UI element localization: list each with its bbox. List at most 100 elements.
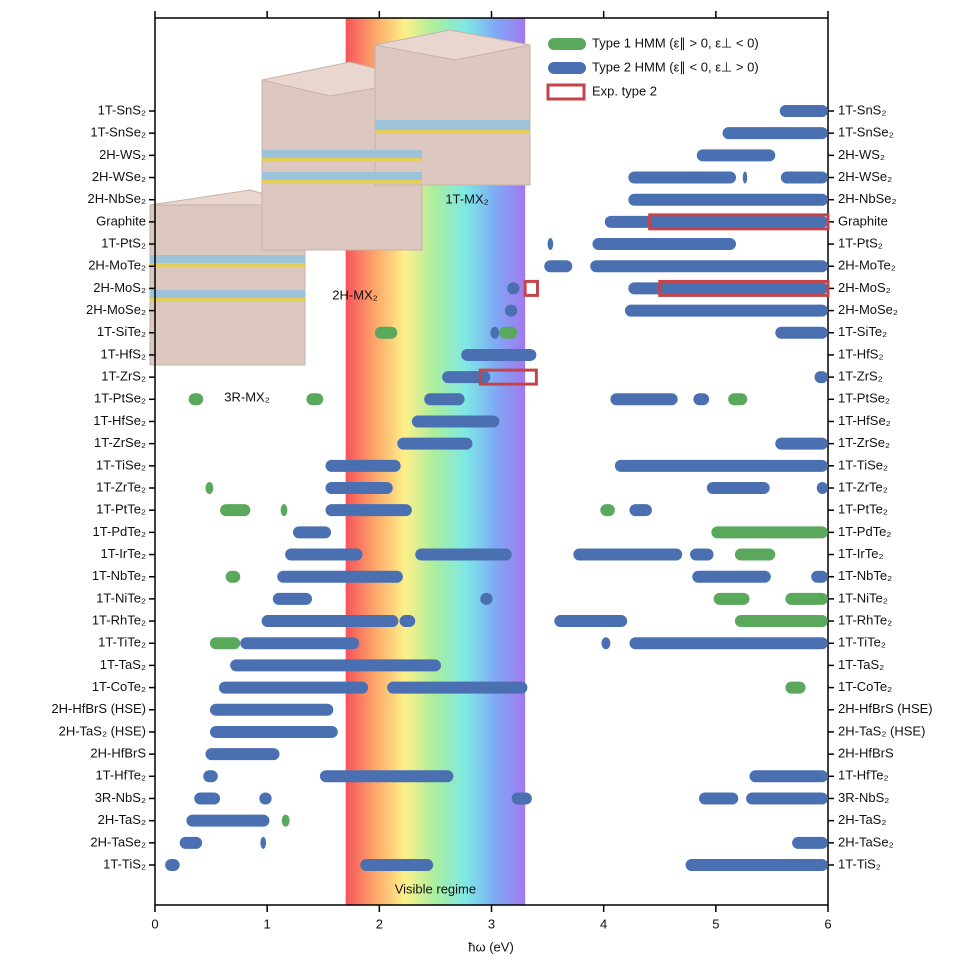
- range-bar: [685, 859, 828, 871]
- range-bar: [220, 504, 251, 517]
- y-tick-label: 2H-HfBrS (HSE): [51, 701, 146, 716]
- legend-label: Exp. type 2: [592, 83, 657, 98]
- range-bar: [209, 725, 338, 738]
- y-tick-label: 1T-SiTe₂: [97, 324, 146, 339]
- range-bar: [499, 326, 518, 339]
- range-bar: [711, 526, 828, 539]
- x-axis-label: ħω (eV): [468, 939, 514, 954]
- x-tick-label: 2: [376, 916, 383, 931]
- y-tick-label: 3R-NbS₂: [95, 790, 146, 805]
- range-bar: [360, 859, 434, 871]
- y-tick-label: 2H-MoS₂: [93, 280, 146, 295]
- range-bar: [749, 770, 828, 783]
- y-tick-label-right: 1T-ZrS₂: [838, 369, 883, 384]
- y-tick-label-right: 2H-WSe₂: [838, 169, 892, 184]
- range-bar: [696, 149, 776, 162]
- range-bar: [592, 238, 737, 251]
- y-tick-label-right: 2H-NbSe₂: [838, 191, 897, 206]
- annotation: 3R-MX₂: [224, 389, 270, 404]
- range-bar: [280, 504, 288, 517]
- range-bar: [165, 859, 180, 871]
- y-tick-label: 2H-TaS₂: [98, 812, 146, 827]
- band-label: Visible regime: [395, 881, 476, 896]
- range-bar: [261, 615, 399, 628]
- y-tick-label-right: 1T-PdTe₂: [838, 524, 891, 539]
- range-bar: [186, 814, 270, 827]
- range-bar: [601, 637, 611, 650]
- y-tick-label-right: 1T-TiSe₂: [838, 457, 888, 472]
- range-bar: [424, 393, 465, 406]
- y-tick-label: 1T-TiSe₂: [96, 457, 146, 472]
- range-bar: [285, 548, 363, 561]
- range-bar: [325, 482, 393, 494]
- y-tick-label: 1T-TaS₂: [100, 657, 146, 672]
- range-bar: [259, 792, 272, 805]
- range-bar: [573, 548, 683, 561]
- y-tick-label: 1T-CoTe₂: [92, 679, 146, 694]
- range-bar: [742, 171, 748, 184]
- range-bar: [614, 459, 828, 472]
- y-tick-label-right: 2H-MoSe₂: [838, 302, 898, 317]
- y-tick-label-right: 2H-HfBrS (HSE): [838, 701, 933, 716]
- range-bar: [624, 304, 828, 317]
- range-bar: [480, 592, 493, 605]
- range-bar: [775, 326, 828, 339]
- y-tick-label: 2H-WSe₂: [92, 169, 146, 184]
- y-tick-label: 2H-NbSe₂: [87, 191, 146, 206]
- range-bar: [415, 548, 512, 561]
- y-tick-label: 1T-HfS₂: [101, 346, 147, 361]
- y-tick-label-right: 1T-PtS₂: [838, 235, 883, 250]
- range-bar: [811, 570, 828, 583]
- x-tick-label: 1: [264, 916, 271, 931]
- y-tick-label-right: 1T-PtTe₂: [838, 502, 888, 517]
- x-tick-label: 4: [600, 916, 607, 931]
- range-bar: [544, 260, 573, 273]
- y-tick-label: 1T-PtTe₂: [96, 502, 146, 517]
- y-tick-label: 1T-PdTe₂: [93, 524, 146, 539]
- x-tick-label: 5: [712, 916, 719, 931]
- y-tick-label: 1T-TiS₂: [103, 856, 146, 871]
- y-tick-label: Graphite: [96, 213, 146, 228]
- y-tick-label: 1T-NbTe₂: [92, 568, 146, 583]
- range-bar: [411, 415, 500, 428]
- range-bar: [590, 260, 828, 273]
- y-tick-label: 2H-MoSe₂: [86, 302, 146, 317]
- range-bar: [230, 659, 442, 672]
- y-tick-label: 1T-ZrS₂: [101, 369, 146, 384]
- range-bar: [504, 304, 518, 317]
- range-bar: [792, 836, 828, 849]
- y-tick-label-right: 1T-SnSe₂: [838, 125, 894, 140]
- y-tick-label: 1T-ZrSe₂: [94, 435, 146, 450]
- range-bar: [240, 637, 360, 650]
- y-tick-label-right: 1T-CoTe₂: [838, 679, 892, 694]
- annotation: 1T-MX₂: [445, 191, 488, 206]
- y-tick-label-right: 1T-HfS₂: [838, 346, 884, 361]
- y-tick-label-right: 2H-HfBrS: [838, 746, 894, 761]
- y-tick-label-right: 1T-ZrSe₂: [838, 435, 890, 450]
- y-tick-label-right: 1T-PtSe₂: [838, 391, 890, 406]
- y-tick-label-right: 2H-MoS₂: [838, 280, 891, 295]
- y-tick-label: 1T-TiTe₂: [98, 635, 146, 650]
- y-tick-label-right: 1T-SiTe₂: [838, 324, 887, 339]
- y-tick-label: 1T-IrTe₂: [101, 546, 147, 561]
- range-bar: [209, 637, 241, 650]
- range-bar: [629, 504, 652, 517]
- range-bar: [319, 770, 454, 783]
- exp-range: [523, 279, 539, 297]
- y-tick-label-right: 2H-TaS₂: [838, 812, 886, 827]
- range-bar: [699, 792, 739, 805]
- y-tick-label-right: 2H-MoTe₂: [838, 258, 896, 273]
- y-tick-label: 1T-NiTe₂: [96, 590, 146, 605]
- y-tick-label: 2H-MoTe₂: [88, 258, 146, 273]
- range-bar: [547, 238, 554, 251]
- y-tick-label: 1T-ZrTe₂: [96, 479, 146, 494]
- y-tick-label: 1T-RhTe₂: [92, 612, 146, 627]
- range-bar: [511, 792, 532, 805]
- y-tick-label-right: 1T-IrTe₂: [838, 546, 884, 561]
- legend-swatch: [548, 62, 586, 74]
- range-bar: [260, 836, 267, 849]
- range-bar: [490, 326, 500, 339]
- x-tick-label: 6: [824, 916, 831, 931]
- range-bar: [554, 615, 628, 628]
